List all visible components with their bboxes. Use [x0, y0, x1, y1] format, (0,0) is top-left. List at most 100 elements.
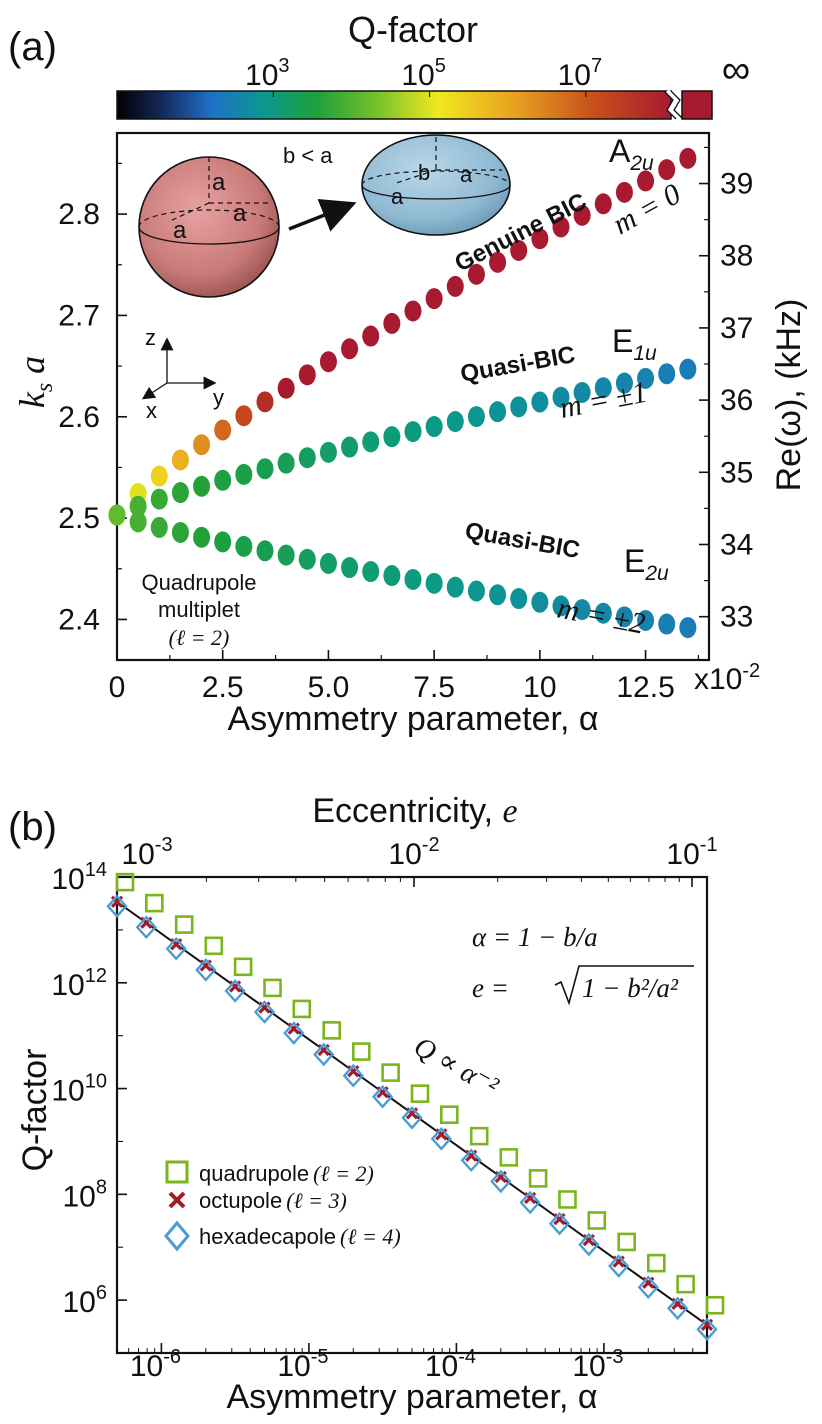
point-b-0-2: [174, 915, 194, 934]
point-2-15: [425, 572, 443, 594]
point-0-16: [446, 275, 464, 297]
legend-marker-quadrupole: [165, 1160, 189, 1184]
point-b-2-3: [195, 958, 217, 982]
panel-a-ytick-left-3: 2.7: [58, 299, 100, 332]
panel-a-x-multiplier: x10-2: [694, 660, 760, 696]
svg-text:e =: e =: [472, 973, 509, 1003]
point-b-0-14: [528, 1169, 548, 1188]
point-b-0-13: [499, 1148, 519, 1167]
point-0-8: [277, 377, 295, 399]
point-b-2-6: [283, 1021, 305, 1045]
point-1-8: [277, 452, 295, 474]
panel-b-xtick-0: 10-6: [130, 1346, 181, 1383]
point-1-25: [637, 367, 655, 389]
point-1-27: [679, 358, 697, 380]
point-0-10: [319, 351, 337, 373]
point-0-27: [679, 147, 697, 169]
colorbar-infinity: ∞: [722, 48, 751, 92]
point-2-21: [552, 595, 570, 617]
annotation-m2: m = ±2: [555, 591, 648, 640]
point-b-0-15: [558, 1190, 577, 1209]
point-1-5: [214, 469, 232, 491]
transform-arrow: [288, 198, 357, 232]
panel-a-frame: [115, 131, 711, 662]
legend-hexadecapole: hexadecapole (ℓ = 4): [199, 1224, 401, 1249]
point-b-0-16: [587, 1211, 607, 1230]
panel-b-ytick-3: 108: [63, 1176, 108, 1213]
panel-a-ytick-left-2: 2.6: [58, 401, 100, 434]
point-0-15: [425, 288, 443, 310]
point-b-2-8: [342, 1063, 364, 1088]
point-b-2-12: [460, 1148, 482, 1173]
panel-a-points: [108, 147, 697, 639]
point-2-11: [341, 557, 359, 579]
panel-a-xtick-2: 5.0: [308, 671, 350, 704]
legend-marker-hexadecapole: [164, 1220, 190, 1252]
point-1-20: [531, 391, 549, 413]
point-0-19: [510, 239, 528, 261]
point-1-3: [171, 482, 189, 504]
inset-condition: b < a: [283, 143, 333, 168]
axis-label-z: z: [145, 325, 156, 350]
point-b-2-16: [578, 1232, 600, 1257]
point-1-10: [319, 441, 337, 463]
panel-b-points: [106, 872, 725, 1342]
point-0-14: [404, 300, 422, 322]
panel-a-xtick-4: 10: [523, 671, 556, 704]
point-2-13: [383, 565, 401, 587]
point-1-6: [235, 463, 253, 485]
panel-b-toptick-1: 10-2: [388, 834, 439, 871]
annotation-quasi-bic-1: Quasi-BIC: [458, 341, 577, 388]
point-1-17: [467, 406, 485, 428]
point-1-18: [489, 401, 507, 423]
point-0-6: [235, 405, 253, 427]
point-2-19: [510, 588, 528, 610]
panel-a-ticks: 0 2.5 5.0 7.5 10 12.5 2.4 2.5 2.6 2.7 2.8 33 34 35 36 3…: [58, 146, 753, 704]
point-2-1: [129, 511, 147, 533]
sphere-label-y: a: [233, 200, 247, 227]
point-b-0-19: [676, 1274, 695, 1294]
spheroid-label-y: a: [460, 162, 473, 187]
point-b-2-5: [253, 1000, 276, 1024]
formula-alpha: α = 1 − b/a: [472, 922, 598, 952]
point-b-2-17: [608, 1254, 630, 1278]
annotation-m1: m = ±1: [557, 376, 650, 425]
colorbar-tick-1: 105: [401, 55, 446, 92]
panel-b-ytick-0: 1014: [51, 859, 107, 896]
panel-a-xtick-1: 2.5: [202, 671, 244, 704]
point-0-26: [658, 159, 676, 181]
point-b-0-5: [263, 978, 282, 998]
point-b-2-13: [490, 1169, 512, 1194]
point-2-12: [362, 561, 380, 583]
point-b-0-8: [352, 1042, 371, 1061]
legend: quadrupole (ℓ = 2) octupole (ℓ = 3) hexade…: [164, 1160, 401, 1252]
point-b-2-4: [224, 979, 246, 1003]
point-b-2-1: [135, 915, 157, 940]
point-2-24: [615, 606, 633, 628]
panel-a-ytick-right-2: 35: [720, 456, 753, 489]
panel-a-ytick-left-1: 2.5: [58, 502, 100, 535]
colorbar-tick-0: 103: [245, 55, 290, 92]
point-b-0-0: [115, 872, 135, 892]
point-0-11: [341, 338, 359, 360]
point-1-26: [658, 363, 676, 385]
panel-a-ytick-right-1: 34: [720, 528, 753, 561]
panel-b-ytick-4: 106: [63, 1282, 108, 1319]
panel-a-label: (a): [8, 25, 57, 69]
panel-b-label: (b): [8, 805, 57, 849]
panel-a-ylabel-right: Re(ω), (kHz): [770, 299, 808, 492]
point-b-0-10: [410, 1084, 430, 1103]
point-2-6: [235, 535, 253, 557]
point-0-25: [637, 170, 655, 192]
point-1-9: [298, 447, 316, 469]
annotation-quasi-bic-2: Quasi-BIC: [463, 517, 582, 564]
spheroid-label-b: b: [418, 160, 430, 185]
point-2-27: [679, 617, 697, 639]
point-2-20: [531, 591, 549, 613]
point-b-2-18: [637, 1275, 659, 1300]
point-0-12: [362, 325, 380, 347]
point-b-0-17: [617, 1232, 637, 1252]
panel-a-xtick-3: 7.5: [413, 671, 455, 704]
panel-a-xtick-0: 0: [109, 671, 126, 704]
panel-b-ytick-1: 1012: [51, 965, 107, 1002]
